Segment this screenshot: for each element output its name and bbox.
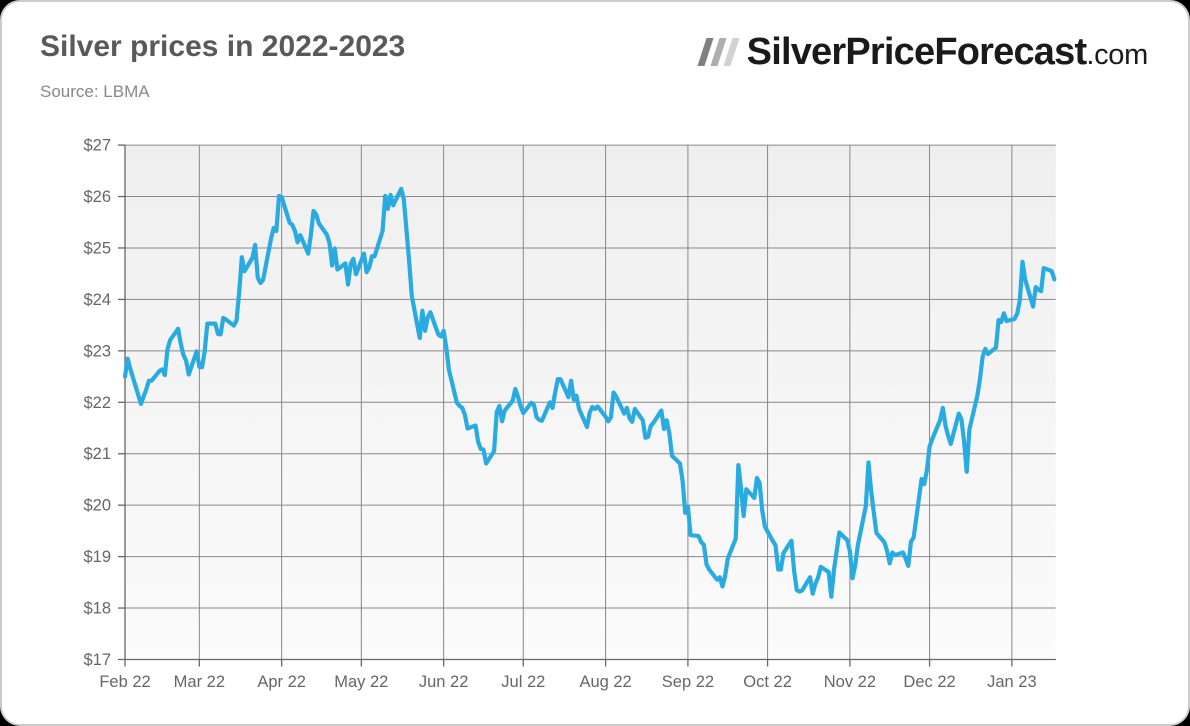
svg-text:Jan 23: Jan 23 xyxy=(987,673,1037,691)
svg-text:$27: $27 xyxy=(83,137,111,155)
svg-text:Sep 22: Sep 22 xyxy=(662,673,714,691)
svg-text:$24: $24 xyxy=(83,291,111,309)
svg-text:Oct 22: Oct 22 xyxy=(743,673,792,691)
svg-text:$22: $22 xyxy=(83,394,111,412)
svg-text:$21: $21 xyxy=(83,445,111,463)
svg-text:May 22: May 22 xyxy=(334,673,388,691)
svg-text:$26: $26 xyxy=(83,188,111,206)
svg-text:Mar 22: Mar 22 xyxy=(174,673,225,691)
svg-text:Nov 22: Nov 22 xyxy=(824,673,876,691)
svg-text:$17: $17 xyxy=(83,651,111,669)
svg-text:$25: $25 xyxy=(83,239,111,257)
svg-text:Jul 22: Jul 22 xyxy=(501,673,545,691)
svg-text:Aug 22: Aug 22 xyxy=(579,673,631,691)
svg-text:$20: $20 xyxy=(83,497,111,515)
svg-text:Apr 22: Apr 22 xyxy=(257,673,306,691)
svg-text:Dec 22: Dec 22 xyxy=(903,673,955,691)
svg-text:$23: $23 xyxy=(83,342,111,360)
svg-text:Jun 22: Jun 22 xyxy=(419,673,469,691)
svg-text:Feb 22: Feb 22 xyxy=(99,673,150,691)
svg-text:$19: $19 xyxy=(83,548,111,566)
svg-text:$18: $18 xyxy=(83,600,111,618)
